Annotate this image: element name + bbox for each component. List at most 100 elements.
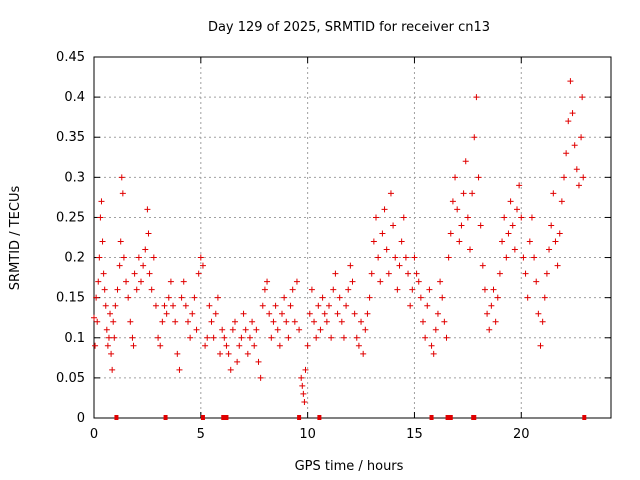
data-point <box>315 302 322 309</box>
data-point <box>111 334 118 341</box>
data-point <box>199 262 206 269</box>
data-point <box>130 342 137 349</box>
data-point <box>138 278 144 285</box>
data-point <box>580 174 587 181</box>
data-point <box>464 214 471 221</box>
data-point <box>214 294 221 301</box>
data-point <box>172 318 179 325</box>
data-point <box>238 334 245 341</box>
data-point <box>355 342 362 349</box>
data-point <box>195 270 202 277</box>
data-point <box>268 334 275 341</box>
data-point <box>539 318 546 325</box>
data-point <box>409 286 416 293</box>
data-point <box>520 254 527 261</box>
data-point <box>413 270 420 277</box>
data-point <box>471 134 478 141</box>
zero-value-marker <box>297 415 302 420</box>
data-point <box>178 294 185 301</box>
data-point <box>496 270 503 277</box>
data-point <box>484 310 491 317</box>
data-point <box>381 206 388 213</box>
data-point <box>180 278 187 285</box>
data-point <box>306 310 313 317</box>
zero-value-marker <box>224 415 229 420</box>
data-point <box>187 334 194 341</box>
data-point <box>571 142 578 149</box>
data-point <box>255 358 262 365</box>
data-point <box>338 318 345 325</box>
data-point <box>287 302 294 309</box>
data-point <box>383 246 390 253</box>
data-point <box>102 302 109 309</box>
zero-value-marker <box>163 415 168 420</box>
data-point <box>261 286 268 293</box>
data-point <box>349 278 356 285</box>
data-point <box>556 230 563 237</box>
data-point <box>182 302 189 309</box>
data-point <box>524 294 531 301</box>
data-point <box>107 310 114 317</box>
data-point <box>232 318 238 325</box>
data-point <box>561 174 567 181</box>
zero-value-markers <box>114 415 587 420</box>
y-tick-label: 0 <box>77 411 85 426</box>
data-point <box>101 286 108 293</box>
data-point <box>210 334 217 341</box>
data-point <box>293 278 300 285</box>
data-point <box>494 294 501 301</box>
data-point <box>95 278 102 285</box>
data-point <box>454 206 461 213</box>
data-point <box>340 334 347 341</box>
data-point <box>469 190 476 197</box>
data-point <box>402 254 409 261</box>
data-point <box>443 334 450 341</box>
data-point <box>514 206 520 213</box>
data-point <box>244 350 251 357</box>
data-point <box>507 198 514 205</box>
data-point <box>396 262 403 269</box>
data-point <box>407 302 414 309</box>
data-point <box>296 326 303 333</box>
data-point <box>563 150 570 157</box>
data-point <box>441 318 448 325</box>
data-point <box>142 246 149 253</box>
data-point <box>467 246 473 253</box>
data-point <box>332 270 339 277</box>
data-point <box>289 286 296 293</box>
data-point <box>518 214 525 221</box>
data-point <box>522 270 529 277</box>
data-point <box>285 334 292 341</box>
data-point <box>460 190 467 197</box>
data-point <box>328 334 335 341</box>
data-point <box>422 334 429 341</box>
data-point <box>227 366 234 373</box>
data-point <box>447 230 454 237</box>
zero-value-marker <box>317 415 322 420</box>
x-axis-label: GPS time / hours <box>295 459 404 474</box>
data-point <box>133 286 140 293</box>
data-point <box>266 310 273 317</box>
y-tick-label: 0.4 <box>64 90 85 105</box>
data-point <box>116 262 123 269</box>
data-point <box>208 318 215 325</box>
data-point <box>554 262 561 269</box>
data-point <box>249 318 256 325</box>
data-point <box>417 294 424 301</box>
data-point <box>242 326 249 333</box>
data-point <box>578 134 585 141</box>
data-point <box>452 174 459 181</box>
data-point <box>123 278 130 285</box>
data-point <box>445 254 452 261</box>
data-point <box>449 198 456 205</box>
data-point <box>375 254 382 261</box>
data-point <box>573 166 580 173</box>
data-point <box>575 182 582 189</box>
y-tick-label: 0.25 <box>56 210 85 225</box>
data-point <box>105 334 112 341</box>
data-point <box>528 214 535 221</box>
data-point <box>257 374 264 381</box>
data-point <box>300 390 307 397</box>
x-tick-label: 20 <box>513 427 530 442</box>
zero-value-marker <box>221 415 226 420</box>
